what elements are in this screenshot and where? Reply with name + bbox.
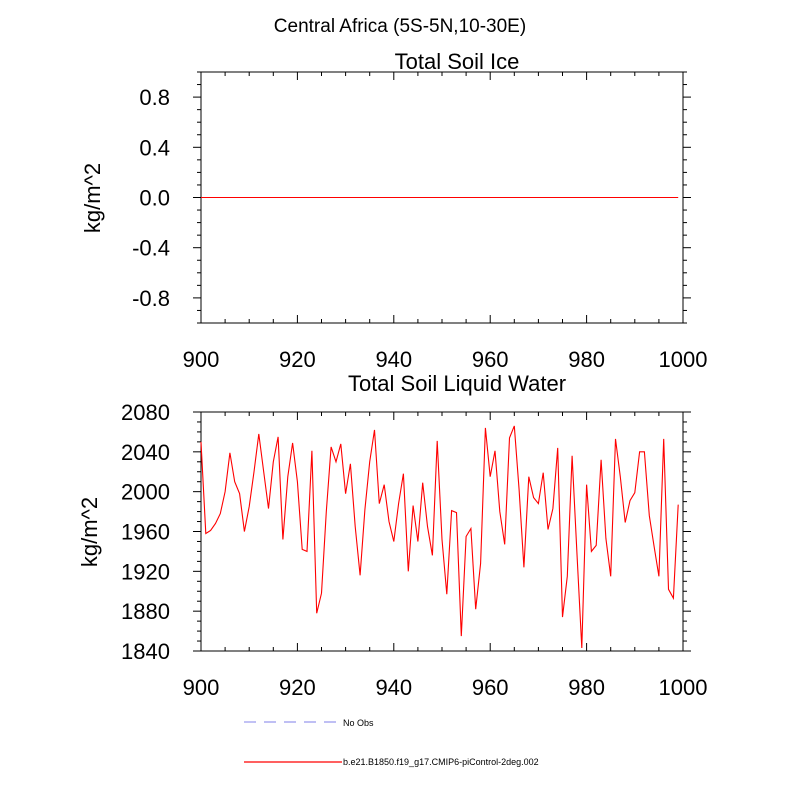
x-tick-label: 1000 [659, 347, 708, 372]
x-tick-label: 920 [279, 675, 316, 700]
y-tick-label: 0.8 [139, 85, 170, 110]
y-tick-label: 0.0 [139, 186, 170, 211]
x-tick-label: 980 [568, 675, 605, 700]
x-tick-label: 900 [183, 675, 220, 700]
x-tick-label: 1000 [659, 675, 708, 700]
y-axis-label: kg/m^2 [77, 497, 102, 567]
legend-label-model-run: b.e21.B1850.f19_g17.CMIP6-piControl-2deg… [343, 757, 539, 767]
y-tick-label: -0.8 [132, 286, 170, 311]
legend-label-no-obs: No Obs [343, 718, 374, 728]
x-tick-label: 940 [375, 675, 412, 700]
y-tick-label: -0.4 [132, 236, 170, 261]
y-tick-label: 1840 [121, 639, 170, 664]
y-tick-label: 0.4 [139, 135, 170, 160]
x-tick-label: 920 [279, 347, 316, 372]
figure-title: Central Africa (5S-5N,10-30E) [274, 16, 526, 37]
series-line [200, 425, 679, 649]
y-tick-label: 1880 [121, 599, 170, 624]
y-axis-label: kg/m^2 [80, 163, 105, 233]
x-tick-label: 960 [472, 675, 509, 700]
x-tick-label: 900 [183, 347, 220, 372]
y-tick-label: 2000 [121, 480, 170, 505]
y-tick-label: 2080 [121, 400, 170, 425]
y-tick-label: 2040 [121, 440, 170, 465]
panel-title: Total Soil Ice [395, 49, 520, 74]
x-tick-label: 960 [472, 347, 509, 372]
x-tick-label: 940 [375, 347, 412, 372]
legend: No Obs b.e21.B1850.f19_g17.CMIP6-piContr… [244, 718, 539, 767]
y-tick-label: 1920 [121, 559, 170, 584]
y-tick-label: 1960 [121, 520, 170, 545]
panel-total-soil-liquid-water: Total Soil Liquid Water kg/m^2 900 920 940 96… [77, 371, 707, 700]
x-tick-label: 980 [568, 347, 605, 372]
panel-total-soil-ice: Total Soil Ice kg/m^2 900 920 940 960 980 1000 0… [80, 49, 707, 372]
panel-title: Total Soil Liquid Water [348, 371, 566, 396]
